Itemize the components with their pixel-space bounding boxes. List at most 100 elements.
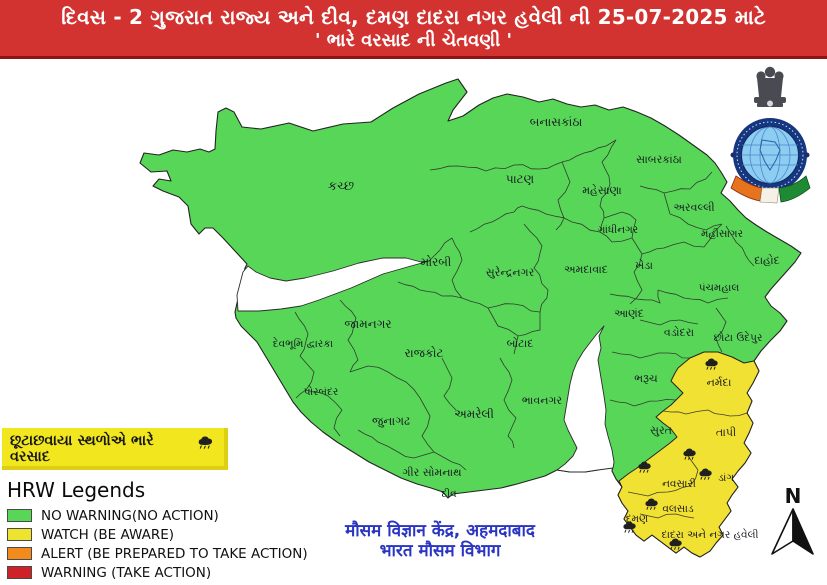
imd-emblem-logo [730,66,811,204]
district-label-ahmedabad: અમદાવાદ [564,263,608,276]
district-boundary-line [639,171,713,194]
gulf-of-khambhat-water [556,325,615,473]
legend-row-no_warning: NO WARNING(NO ACTION) [7,506,308,525]
north-arrow-icon: N [771,484,814,555]
district-boundary-line [294,311,309,357]
district-boundary-line [487,307,541,337]
district-label-panchmahal: પંચમહાલ [699,281,740,294]
district-boundary-line [657,289,729,304]
district-boundary-line [662,409,748,417]
district-boundary-line [513,335,519,355]
district-boundary-line [715,307,727,353]
district-label-patan: પાટણ [506,172,534,186]
district-boundary-line [611,351,691,359]
district-label-surendranagar: સુરેન્દ્રનગર [486,266,535,279]
district-label-junagadh: જુનાગઢ [372,414,410,428]
district-boundary-line [441,357,457,411]
district-boundary-line [469,205,523,233]
legend-title: HRW Legends [7,478,146,502]
district-label-porbandar: પોરબંદર [304,385,339,398]
district-boundary-line [419,397,435,453]
district-label-narmada: નર્મદા [707,376,732,389]
district-label-botad: બોટાદ [507,337,534,350]
district-label-kheda: ખેડા [635,259,653,272]
legend-swatch-alert [7,547,32,560]
district-boundary-line [305,389,343,437]
district-label-aravalli: અરવલ્લી [673,201,714,214]
district-label-jamnagar: જામનગર [344,317,391,331]
district-boundary-line [429,139,617,172]
district-label-anand: આણંદ [614,307,644,320]
district-label-bhavnagar: ભાવનગર [522,394,563,407]
district-boundary-line [555,161,571,231]
legend-label-alert: ALERT (BE PREPARED TO TAKE ACTION) [41,545,308,562]
district-label-navsari: નવસારી [662,477,696,490]
district-label-tapi: તાપી [716,426,736,439]
district-label-dahod: દાહોદ [754,254,780,267]
district-label-banaskantha: બનાસકાંઠા [530,115,583,129]
district-boundary-line [639,513,695,519]
header-title-line1: દિવસ - 2 ગુજરાત રાજ્ય અને દીવ, દમણ દાદરા… [61,5,766,29]
district-label-sabarkantha: સાબરકાંઠા [636,153,682,166]
district-boundary-line [687,455,699,487]
district-label-gir_somnath: ગીર સોમનાથ [402,466,461,479]
district-label-chhota_udepur: છોટા ઉદેપુર [714,330,763,344]
district-label-gandhinagar: ગાંધીનગર [598,223,639,236]
legend-label-warning: WARNING (TAKE ACTION) [41,564,212,581]
district-boundary-line [599,139,617,219]
district-boundary-line [523,223,549,313]
legend-row-warning: WARNING (TAKE ACTION) [7,563,308,582]
district-boundary-line [609,289,661,304]
district-boundary-line [629,237,643,305]
header-title-line2: ' ભારે વરસાદ ની ચેતવણી ' [315,30,512,51]
footer-credit-line2: भारत मौसम विभाग [379,541,501,562]
district-label-daman: દમણ [626,513,649,525]
district-label-dang: ડાંગ [718,471,734,484]
district-label-vadodara: વડોદરા [664,326,694,339]
district-boundaries [294,139,755,519]
district-boundary-line [609,398,677,407]
district-boundary-line [499,357,517,449]
district-boundary-line [725,225,755,267]
district-boundary-line [433,451,467,471]
district-boundary-line [641,223,723,255]
district-boundary-line [339,299,359,373]
legend-swatch-warning [7,566,32,579]
district-label-morbi: મોરબી [421,255,452,269]
compass-n-label: N [785,484,802,508]
district-label-dnh: દાદરા અને નગર હવેલી [661,528,758,541]
district-boundary-line [397,281,463,299]
district-label-kutch: કચ્છ [328,179,354,194]
district-boundary-line [349,365,421,399]
footer-credit-line1: मौसम विज्ञान केंद्र, अहमदाबाद [345,521,535,541]
district-label-diu: દીવ [441,487,457,500]
district-boundary-line [461,297,541,313]
rain-cloud-icon [196,436,216,450]
district-label-valsad: વલસાડ [662,503,694,515]
district-boundary-line [295,355,315,399]
legend-row-alert: ALERT (BE PREPARED TO TAKE ACTION) [7,544,308,563]
district-boundary-line [451,237,463,299]
legend-rows: NO WARNING(NO ACTION) WATCH (BE AWARE) ALE… [7,506,308,582]
legend-swatch-no_warning [7,509,32,522]
legend-swatch-watch [7,528,32,541]
footer-credit: मौसम विज्ञान केंद्र, अहमदाबाद भारत मौसम … [290,521,590,562]
header-banner: દિવસ - 2 ગુજરાત રાજ્ય અને દીવ, દમણ દાદરા… [0,0,827,59]
legend-row-watch: WATCH (BE AWARE) [7,525,308,544]
gulf-of-kutch-water [236,257,430,312]
annotation-box: છૂટાછવાયા સ્થળોએ ભારે વરસાદ [2,428,228,470]
district-boundary-line [639,319,699,326]
district-label-rajkot: રાજકોટ [405,346,444,360]
district-boundary-line [663,192,723,231]
district-boundary-line [627,485,691,497]
district-label-mahisagar: મહીસાગર [701,227,744,240]
district-label-surat: સુરત [650,424,672,437]
hrw-legend: HRW Legends NO WARNING(NO ACTION) WATCH (… [7,478,308,582]
district-labels: કચ્છ બનાસકાંઠા પાટણ સાબરકાંઠા મહેસાણા અરવલ્લી… [273,115,780,541]
district-label-devbhumi_dwarka: દેવભૂમિ દ્વારકા [273,336,334,350]
legend-label-watch: WATCH (BE AWARE) [41,526,174,543]
annotation-text: છૂટાછવાયા સ્થળોએ ભારે વરસાદ [10,433,154,465]
district-label-amreli: અમરેલી [454,407,494,421]
